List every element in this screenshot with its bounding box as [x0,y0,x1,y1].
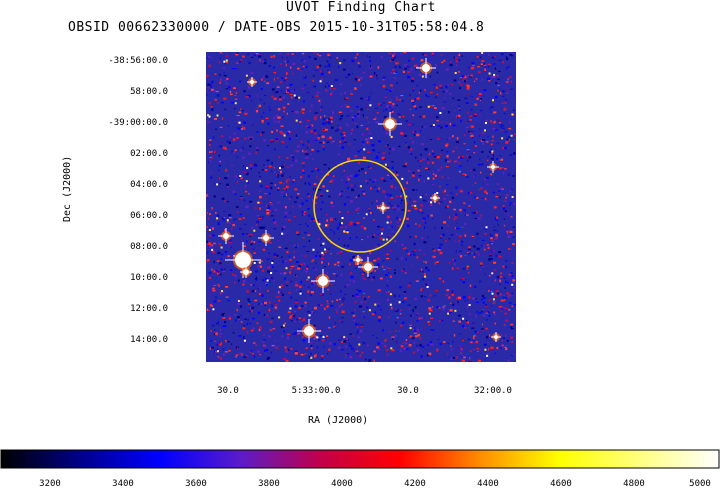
dec-tick: 10:00.0 [130,273,168,283]
ra-tick: 30.0 [217,386,239,396]
chart-title: UVOT Finding Chart [286,0,436,15]
colorbar-tick: 3800 [258,479,280,489]
sky-image [206,52,516,362]
source-region-circle [313,159,407,253]
dec-tick: 12:00.0 [130,304,168,314]
colorbar-tick: 4400 [477,479,499,489]
dec-tick: 02:00.0 [130,149,168,159]
image-background [206,52,516,362]
colorbar-tick: 5000 [689,479,711,489]
dec-tick: 58:00.0 [130,87,168,97]
chart-subtitle: OBSID 00662330000 / DATE-OBS 2015-10-31T… [68,20,485,35]
colorbar-tick: 4000 [331,479,353,489]
dec-tick: -39:00:00.0 [108,118,168,128]
ra-tick: 5:33:00.0 [291,386,341,396]
dec-tick: 06:00.0 [130,211,168,221]
colorbar-gradient [0,449,720,469]
dec-tick: -38:56:00.0 [108,56,168,66]
colorbar-tick: 4200 [404,479,426,489]
dec-axis-label: Dec (J2000) [62,155,73,222]
ra-tick: 32:00.0 [474,386,512,396]
dec-tick: 14:00.0 [130,335,168,345]
colorbar [0,449,720,469]
star-field [218,58,501,343]
image-noise [206,52,516,362]
colorbar-tick: 4600 [550,479,572,489]
ra-tick: 30.0 [397,386,419,396]
colorbar-tick: 3200 [39,479,61,489]
dec-tick: 08:00.0 [130,242,168,252]
dec-tick: 04:00.0 [130,180,168,190]
ra-axis-label: RA (J2000) [308,415,369,426]
colorbar-tick: 4800 [623,479,645,489]
colorbar-tick: 3400 [112,479,134,489]
colorbar-tick: 3600 [185,479,207,489]
